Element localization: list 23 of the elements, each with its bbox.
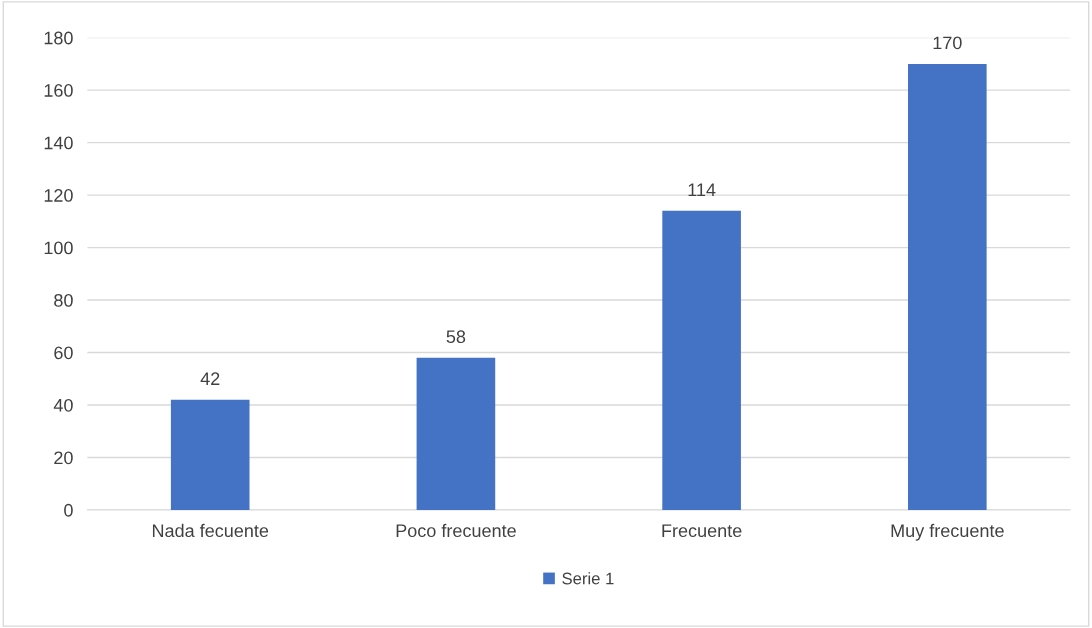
- bar: [908, 63, 987, 510]
- bar: [170, 399, 250, 510]
- y-tick-label: 120: [44, 189, 73, 202]
- bar: [416, 357, 496, 510]
- y-tick-label: 40: [53, 398, 73, 412]
- x-tick-label: Poco frecuente: [396, 523, 516, 538]
- legend-label: Serie 1: [562, 572, 614, 585]
- data-label: 114: [688, 183, 716, 196]
- y-tick-label: 160: [44, 84, 73, 97]
- data-label: 170: [933, 36, 962, 50]
- data-label: 58: [446, 330, 466, 344]
- bar: [662, 210, 741, 510]
- y-tick-label: 180: [44, 31, 73, 45]
- x-tick-label: Nada fecuente: [152, 523, 269, 538]
- y-tick-label: 80: [54, 293, 73, 307]
- x-tick-label: Muy frecuente: [891, 523, 1004, 541]
- data-label: 42: [200, 372, 220, 385]
- y-tick-label: 0: [64, 503, 73, 517]
- y-tick-label: 20: [54, 451, 73, 465]
- y-tick-label: 60: [54, 346, 73, 360]
- y-tick-label: 140: [44, 136, 73, 150]
- y-tick-label: 100: [44, 241, 73, 255]
- x-tick-label: Frecuente: [662, 524, 742, 538]
